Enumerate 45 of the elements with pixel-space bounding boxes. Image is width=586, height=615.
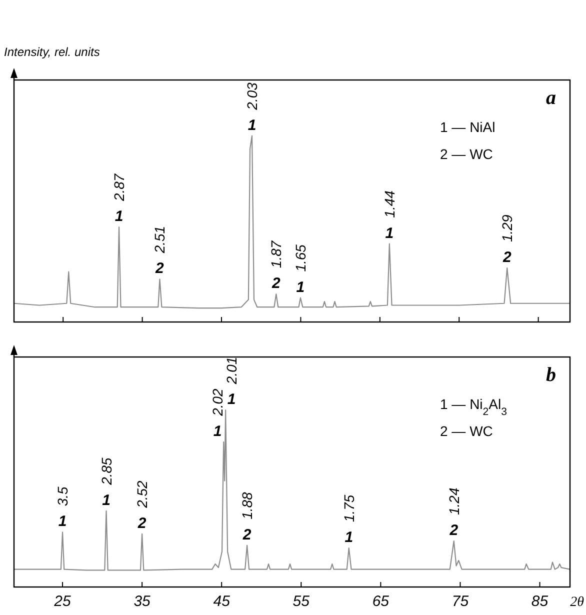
annotation: 2.51	[152, 226, 168, 254]
annotation: 1	[114, 208, 124, 226]
y-axis-title: Intensity, rel. units	[4, 45, 100, 59]
annotation: 1	[296, 278, 305, 296]
x-axis-title: 2θ	[570, 595, 584, 610]
annotation: 2	[270, 275, 281, 292]
annotation: 1	[248, 116, 256, 134]
chart-title: b	[546, 364, 556, 386]
annotation: 1	[102, 492, 110, 509]
annotation: 1	[58, 513, 67, 530]
annotation: 2	[502, 249, 512, 266]
annotation: 3.5	[54, 486, 71, 506]
annotation: 2.87	[111, 172, 128, 202]
annotation: 1	[227, 391, 236, 408]
annotation: 1.75	[340, 494, 357, 522]
annotation: 2 — WC	[440, 146, 493, 162]
annotation: 1.44	[381, 190, 398, 218]
annotation: 2	[448, 522, 459, 539]
x-tick-label: 25	[53, 593, 72, 610]
annotation: 1.88	[239, 492, 256, 520]
chart-title: a	[546, 87, 556, 109]
annotation: 2	[154, 260, 165, 278]
x-tick-label: 35	[134, 593, 152, 610]
annotation: 2.85	[98, 457, 114, 486]
x-tick-label: 65	[372, 593, 390, 610]
annotation: 1	[213, 422, 222, 440]
annotation: 1.29	[499, 214, 516, 242]
annotation: 1 — Ni$_{2}$Al$_{3}$	[440, 396, 508, 418]
annotation: 1	[344, 529, 354, 546]
annotation: 2.52	[134, 480, 150, 509]
annotation: 2	[136, 514, 147, 532]
x-tick-label: 75	[452, 593, 470, 610]
text: 1 — NiAl	[440, 119, 496, 135]
x-tick-label: 55	[292, 593, 310, 610]
annotation: 1.65	[292, 244, 308, 272]
annotation: 2 — WC	[440, 423, 493, 439]
x-tick-label: 85	[531, 593, 549, 610]
annotation: 1.24	[446, 488, 462, 515]
annotation: 1	[385, 224, 394, 242]
annotation: 2.01	[224, 356, 240, 386]
annotation: 2.02	[210, 388, 226, 417]
annotation: 1.87	[268, 240, 284, 268]
x-tick-label: 45	[213, 593, 231, 610]
annotation: 2	[242, 526, 252, 544]
annotation: 2.03	[244, 82, 260, 111]
